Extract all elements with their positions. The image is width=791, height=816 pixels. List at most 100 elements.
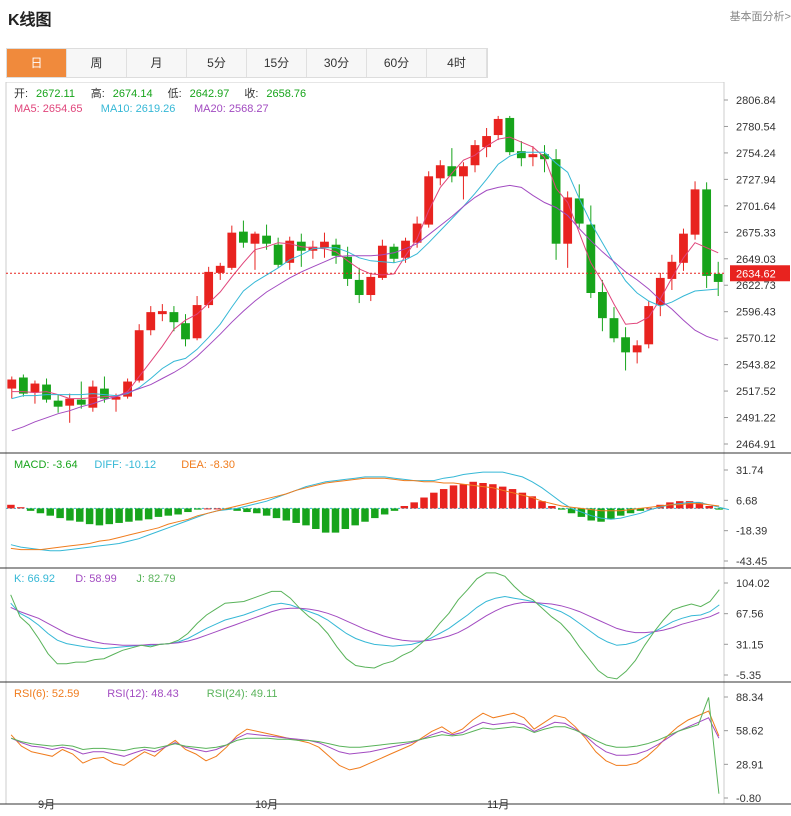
macd-bar [233, 508, 241, 511]
macd-bar [56, 508, 64, 519]
macd-y-tick-label: 31.74 [736, 465, 764, 477]
macd-bar [351, 508, 359, 526]
macd-bar [272, 508, 281, 519]
price-y-tick-label: 2622.73 [736, 280, 776, 292]
candle-body [366, 276, 376, 296]
last-price-label: 2634.62 [736, 268, 776, 280]
candle-body [123, 381, 132, 397]
macd-bar [616, 508, 625, 516]
candle-body [250, 233, 260, 244]
price-y-tick-label: 2727.94 [736, 174, 776, 186]
macd-bar [213, 508, 222, 510]
macd-bar [715, 508, 723, 510]
macd-y-tick-label: -43.45 [736, 556, 767, 568]
macd-bar [223, 508, 232, 510]
tab-60min[interactable]: 60分 [367, 49, 427, 77]
macd-bar [548, 505, 556, 509]
macd-bar [567, 508, 576, 514]
candle-body [7, 379, 17, 389]
candle-body [30, 383, 40, 393]
chart-area[interactable]: 2806.84 2780.54 2754.24 2727.94 2701.64 2675.… [0, 81, 791, 811]
ma-legend: MA20: 2568.27 [194, 103, 269, 115]
price-y-tick-label: 2649.03 [736, 254, 776, 266]
tab-5min[interactable]: 5分 [187, 49, 247, 77]
ma10-line [11, 151, 719, 400]
tab-week[interactable]: 周 [67, 49, 127, 77]
macd-bar [85, 508, 94, 525]
k-line [10, 595, 720, 650]
candle-body [679, 233, 688, 263]
tab-4hour[interactable]: 4时 [427, 49, 487, 77]
ma-legend: MA5: 2654.65 [14, 103, 83, 115]
x-tick-label: 9月 [38, 799, 55, 811]
macd-bar [135, 508, 143, 521]
candle-body [574, 198, 584, 224]
macd-bar [390, 508, 399, 511]
d-line [10, 601, 720, 646]
fundamental-analysis-link[interactable]: 基本面分析> [729, 11, 791, 23]
ma5-line [11, 136, 719, 400]
ohlc-value: 2642.97 [190, 88, 230, 100]
candle-body [111, 396, 121, 400]
x-tick-label: 10月 [255, 799, 278, 811]
candle-body [516, 151, 526, 159]
candle-body [459, 166, 468, 177]
macd-bar [331, 508, 340, 533]
j-line [10, 572, 720, 680]
tab-day[interactable]: 日 [7, 49, 67, 77]
macd-bar [508, 489, 517, 509]
macd-bar [607, 508, 615, 520]
k-line-chart[interactable]: 2806.84 2780.54 2754.24 2727.94 2701.64 2675.… [0, 81, 791, 811]
macd-bar [253, 508, 261, 514]
header: K线图 基本面分析> [0, 0, 791, 36]
price-y-tick-label: 2701.64 [736, 201, 776, 213]
macd-bar [302, 508, 310, 526]
price-y-tick-label: 2806.84 [736, 95, 776, 107]
candle-body [343, 256, 353, 279]
rsi24-line [10, 697, 720, 794]
candle-body [76, 399, 86, 405]
tab-30min[interactable]: 30分 [307, 49, 367, 77]
macd-bar [518, 492, 527, 509]
macd-bar [203, 508, 212, 510]
candle-body [621, 337, 630, 353]
macd-bar [321, 508, 330, 533]
tab-15min[interactable]: 15分 [247, 49, 307, 77]
x-tick-label: 11月 [487, 799, 509, 811]
macd-bar [557, 508, 566, 510]
kdj-y-tick-label: 31.15 [736, 639, 764, 651]
candle-body [227, 232, 237, 268]
kdj-legend: K: 66.92 [14, 573, 55, 585]
macd-bar [243, 508, 251, 513]
macd-bar [262, 508, 271, 516]
ma-legend: MA10: 2619.26 [101, 103, 176, 115]
macd-bar [469, 481, 477, 509]
macd-bar [95, 508, 104, 526]
candle-body [204, 271, 214, 306]
candle-body [320, 241, 329, 248]
rsi-y-tick-label: -0.80 [736, 793, 761, 805]
macd-bar [125, 508, 133, 522]
rsi6-line [10, 710, 720, 771]
candle-body [157, 311, 167, 315]
price-y-tick-label: 2570.12 [736, 333, 776, 345]
macd-y-tick-label: -18.39 [736, 526, 767, 538]
candle-body [505, 117, 515, 153]
macd-bar [538, 501, 546, 509]
price-y-tick-label: 2780.54 [736, 121, 776, 133]
candle-body [528, 154, 538, 158]
candle-body [551, 159, 561, 244]
ma20-line [11, 184, 719, 432]
candle-body [53, 400, 63, 407]
candle-body [655, 277, 665, 306]
macd-bar [194, 508, 202, 510]
macd-bar [105, 508, 114, 525]
rsi-legend: RSI(6): 52.59 [14, 688, 79, 700]
candle-body [354, 279, 364, 296]
rsi-y-tick-label: 58.62 [736, 726, 764, 738]
candle-body [447, 166, 457, 177]
macd-bar [685, 501, 694, 509]
macd-y-tick-label: 6.68 [736, 495, 757, 507]
tab-month[interactable]: 月 [127, 49, 187, 77]
candle-body [435, 165, 445, 179]
